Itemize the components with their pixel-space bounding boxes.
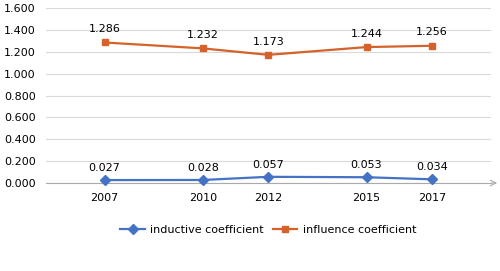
- inductive coefficient: [266, 175, 272, 178]
- Text: 1.232: 1.232: [187, 30, 219, 40]
- Text: 0.057: 0.057: [252, 160, 284, 170]
- inductive coefficient: [429, 178, 435, 181]
- influence coefficient: [364, 46, 370, 49]
- Text: 1.173: 1.173: [252, 37, 284, 47]
- Text: 0.034: 0.034: [416, 162, 448, 172]
- Legend: inductive coefficient, influence coefficient: inductive coefficient, influence coeffic…: [116, 220, 421, 239]
- inductive coefficient: [102, 179, 107, 182]
- inductive coefficient: [364, 176, 370, 179]
- Line: influence coefficient: influence coefficient: [101, 39, 436, 58]
- Text: 1.244: 1.244: [350, 29, 382, 39]
- Text: 0.028: 0.028: [187, 163, 219, 173]
- influence coefficient: [200, 47, 206, 50]
- influence coefficient: [102, 41, 107, 44]
- Text: 0.027: 0.027: [88, 163, 120, 173]
- Text: 1.286: 1.286: [88, 24, 120, 34]
- Line: inductive coefficient: inductive coefficient: [101, 173, 436, 183]
- influence coefficient: [429, 44, 435, 47]
- Text: 1.256: 1.256: [416, 27, 448, 37]
- inductive coefficient: [200, 178, 206, 182]
- Text: 0.053: 0.053: [350, 160, 382, 170]
- influence coefficient: [266, 53, 272, 56]
